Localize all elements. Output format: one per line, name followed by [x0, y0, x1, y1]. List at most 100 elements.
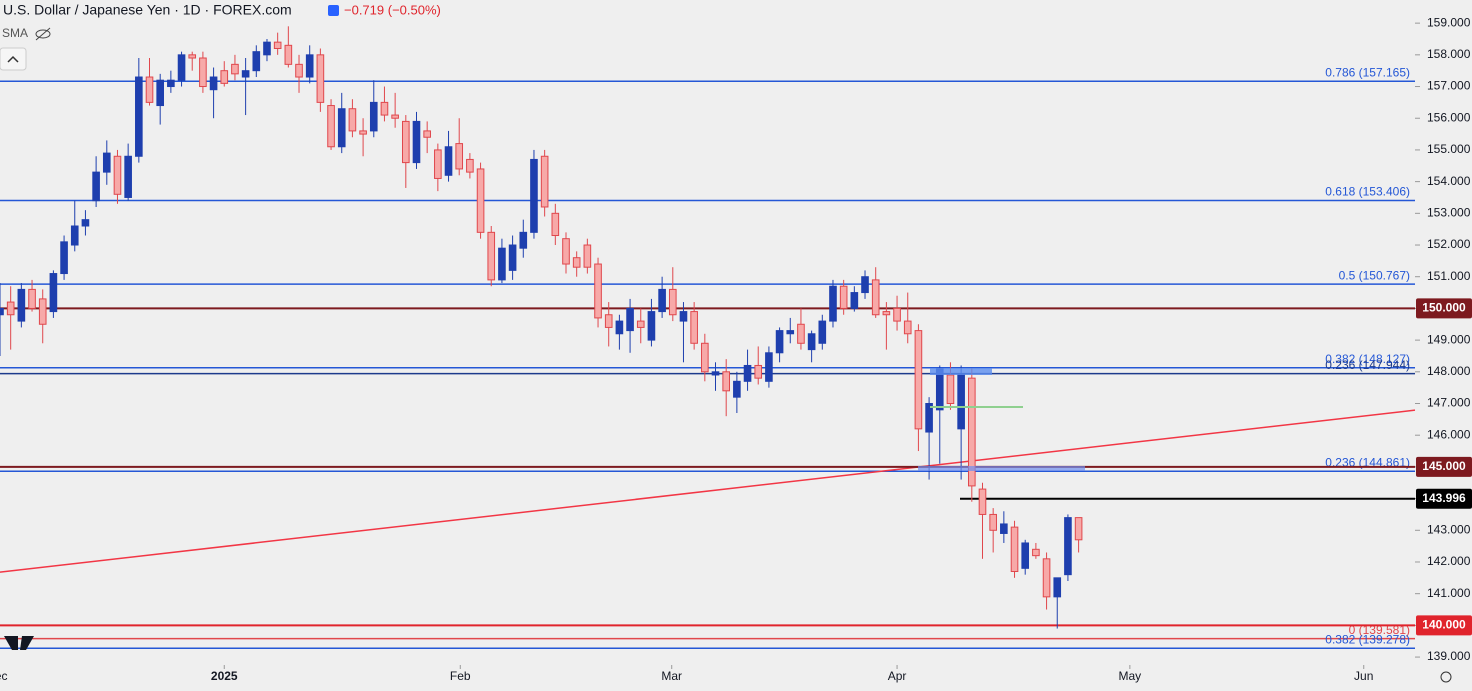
candle-body — [316, 54, 325, 103]
candle-body — [391, 114, 399, 119]
candle-body — [626, 307, 634, 332]
candle-body — [711, 371, 720, 376]
candle-body — [530, 158, 538, 233]
fib-label: 0.382 (139.278) — [1325, 632, 1410, 646]
candle-body — [209, 76, 218, 91]
candle-body — [604, 314, 613, 328]
candle-body — [1021, 542, 1030, 569]
candle-body — [807, 333, 816, 351]
candle-body — [49, 273, 58, 313]
candle-body — [0, 307, 4, 316]
candle-body — [615, 320, 624, 335]
candle-body — [871, 279, 880, 316]
candle-body — [231, 63, 239, 75]
candle-body — [81, 219, 90, 227]
symbol-badge[interactable] — [328, 5, 339, 16]
y-tick-label: 151.000 — [1427, 269, 1471, 283]
candle-body — [305, 54, 314, 78]
collapse-button[interactable] — [0, 47, 27, 71]
candle-body — [1032, 548, 1040, 557]
candle-body — [60, 241, 68, 275]
candle-body — [775, 330, 784, 354]
candle-body — [273, 41, 282, 49]
zone — [918, 466, 1085, 471]
candle-body — [434, 149, 442, 179]
fib-label: 0.236 (147.944) — [1325, 358, 1410, 372]
candle-body — [893, 307, 901, 322]
candle-body — [1042, 558, 1051, 598]
y-tick-label: 147.000 — [1427, 396, 1471, 410]
y-tick-label: 159.000 — [1427, 15, 1471, 29]
candle-body — [743, 364, 752, 382]
candle-body — [903, 320, 912, 335]
y-tick-label: 154.000 — [1427, 174, 1471, 188]
candle-body — [583, 244, 592, 268]
candle-body — [476, 168, 485, 233]
candle-body — [487, 231, 496, 281]
candle-body — [914, 330, 923, 430]
price-label: 145.000 — [1422, 459, 1466, 473]
candle-body — [818, 320, 827, 344]
x-tick-label: Feb — [450, 669, 471, 683]
candle-body — [925, 403, 933, 433]
candle-body — [562, 238, 570, 265]
y-tick-label: 156.000 — [1427, 110, 1471, 124]
candle-body — [594, 263, 602, 319]
candle-body — [284, 44, 293, 65]
y-tick-label: 139.000 — [1427, 649, 1471, 663]
candle-body — [679, 311, 688, 322]
visibility-icon[interactable] — [35, 29, 51, 39]
candle-body — [113, 155, 122, 195]
candle-body — [167, 79, 175, 88]
y-tick-label: 155.000 — [1427, 142, 1471, 156]
candle-body — [337, 108, 346, 148]
candle-body — [402, 120, 410, 164]
candle-body — [412, 120, 421, 164]
x-tick-label: 2025 — [211, 669, 238, 683]
y-tick-label: 157.000 — [1427, 79, 1471, 93]
candle-body — [124, 155, 132, 198]
candle-body — [797, 323, 805, 344]
visibility-icon — [35, 27, 51, 41]
candle-body — [295, 63, 303, 78]
candle-body — [829, 285, 837, 322]
trendline — [0, 409, 1416, 573]
candle-body — [519, 231, 528, 249]
settings-button[interactable] — [1440, 671, 1452, 683]
x-tick-label: Jun — [1354, 669, 1373, 683]
candle-body — [263, 41, 271, 56]
candle-body — [989, 513, 997, 531]
candle-body — [572, 257, 581, 268]
candle-body — [102, 152, 111, 173]
candle-body — [850, 292, 859, 309]
candle-body — [1010, 526, 1019, 572]
candle-body — [690, 311, 698, 344]
price-label-bg — [1416, 488, 1472, 509]
y-tick-label: 143.000 — [1427, 522, 1471, 536]
zone — [930, 368, 992, 375]
candle-body — [722, 371, 730, 392]
candle-body — [701, 342, 709, 373]
indicator-label[interactable]: SMA — [2, 26, 28, 40]
collapse-icon — [7, 55, 19, 63]
y-tick-label: 142.000 — [1427, 554, 1471, 568]
candle-body — [252, 51, 261, 72]
candle-body — [177, 54, 186, 81]
candle-body — [145, 76, 154, 103]
y-tick-label: 149.000 — [1427, 332, 1471, 346]
price-axis: 139.000140.000141.000142.000143.000144.0… — [0, 15, 1472, 683]
fib-label: 0.382 (148.127) — [1325, 352, 1410, 366]
x-tick-label: Apr — [888, 669, 907, 683]
candle-body — [882, 311, 891, 316]
candle-body — [188, 54, 197, 59]
fib-label: 0.618 (153.406) — [1325, 185, 1410, 199]
candle-body — [359, 130, 367, 135]
price-label: 140.000 — [1422, 618, 1466, 632]
price-label: 150.000 — [1422, 301, 1466, 315]
candle-body — [380, 101, 389, 116]
candle-body — [1074, 517, 1083, 541]
candle-body — [765, 352, 773, 382]
candle-body — [1064, 517, 1072, 576]
